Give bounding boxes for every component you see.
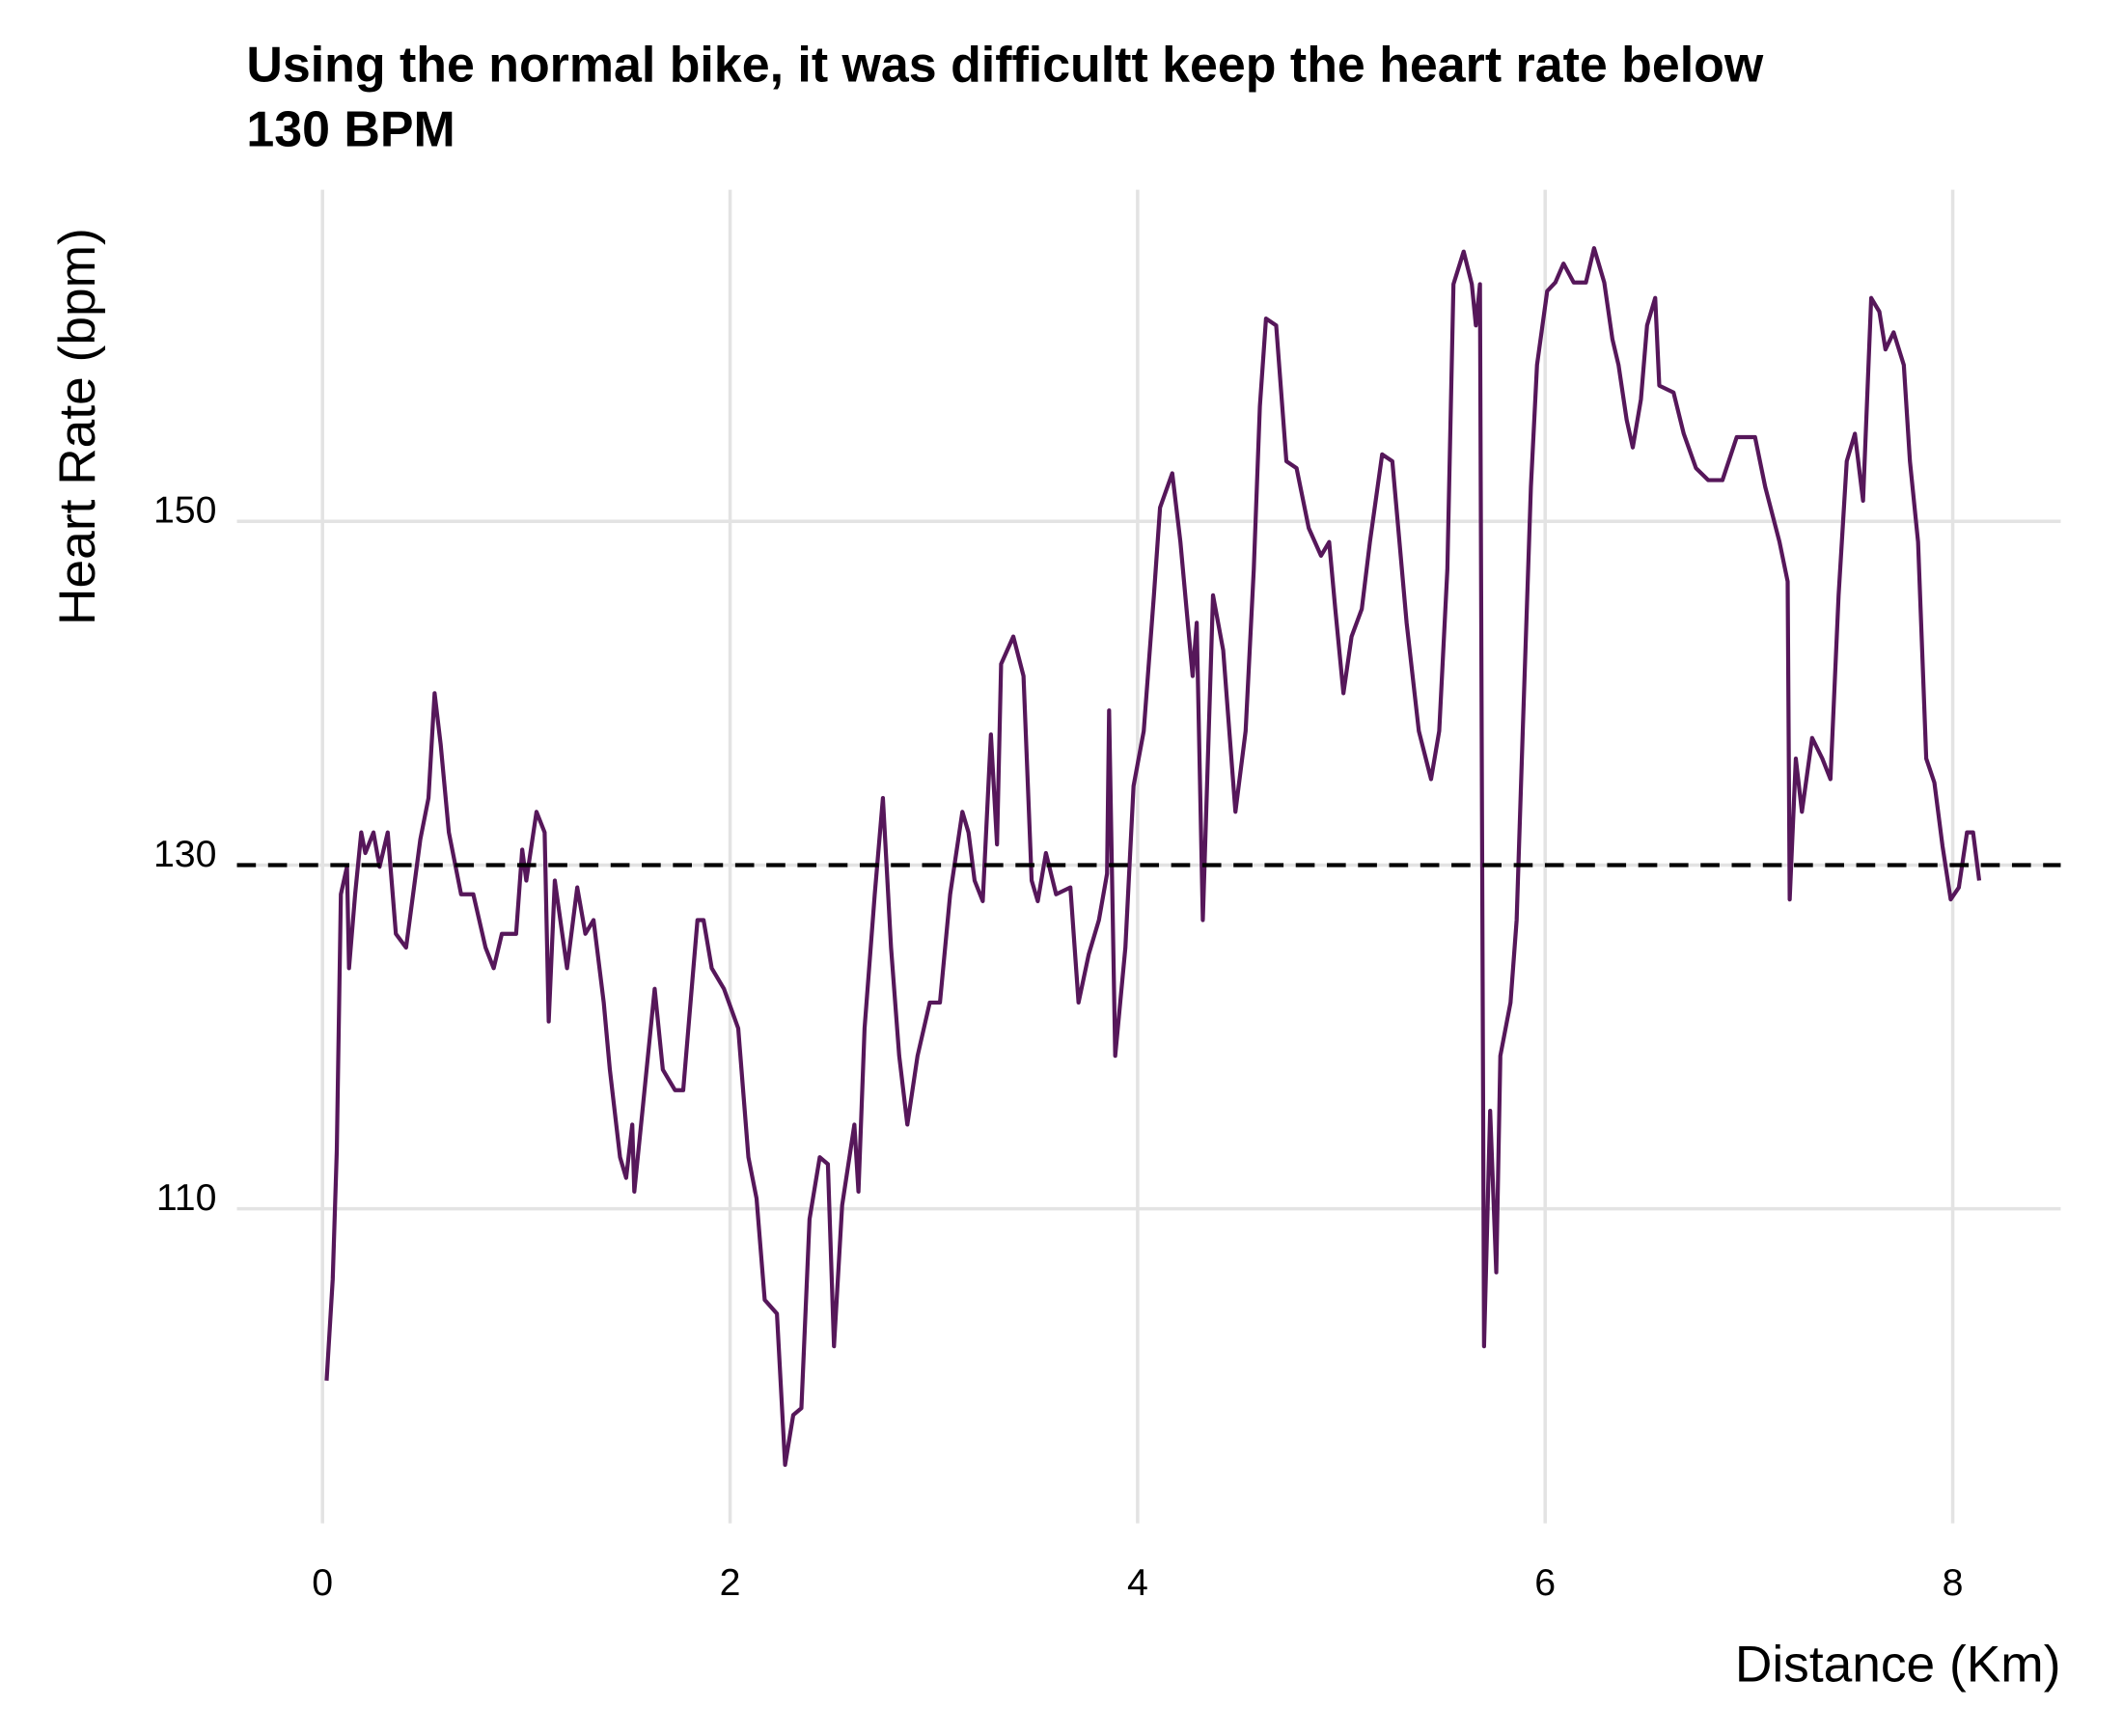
x-tick-label: 0 [312,1561,333,1604]
heart-rate-line [324,246,1982,1468]
y-tick-label: 110 [156,1176,217,1219]
chart-title: Using the normal bike, it was difficultt… [246,37,1764,93]
x-axis-title: Distance (Km) [1735,1637,2061,1694]
x-tick-label: 6 [1534,1561,1556,1604]
x-tick-label: 8 [1943,1561,1964,1604]
x-tick-label: 2 [720,1561,741,1604]
y-tick-label: 130 [153,833,217,875]
x-tick-label: 4 [1127,1561,1148,1604]
y-axis-title: Heart Rate (bpm) [49,228,106,625]
y-tick-label: 150 [153,489,217,532]
chart-title: 130 BPM [246,102,455,158]
